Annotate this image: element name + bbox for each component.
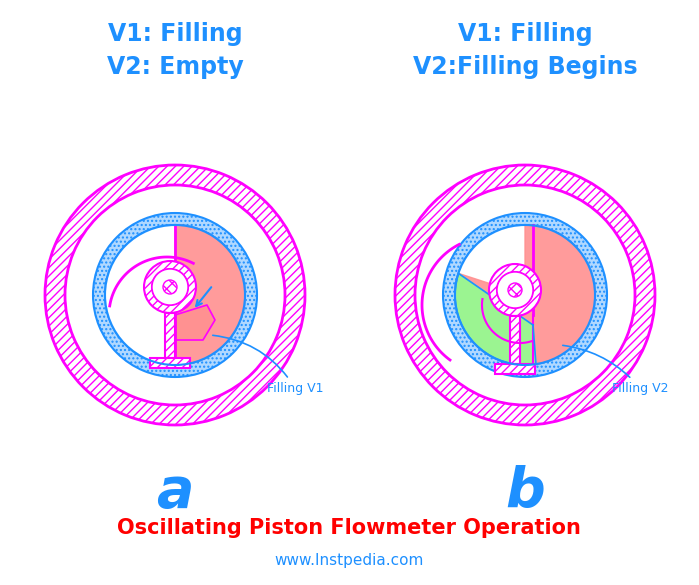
Circle shape	[508, 283, 522, 297]
Wedge shape	[443, 213, 607, 377]
Text: V1: Filling: V1: Filling	[458, 22, 592, 46]
Text: Filling V1: Filling V1	[212, 335, 324, 395]
Polygon shape	[175, 225, 245, 365]
Circle shape	[163, 280, 177, 294]
Text: b: b	[505, 465, 545, 519]
Circle shape	[105, 225, 245, 365]
Circle shape	[152, 269, 188, 305]
Polygon shape	[455, 225, 595, 365]
Wedge shape	[489, 264, 541, 316]
Circle shape	[497, 272, 533, 308]
Bar	[150, 358, 190, 368]
Polygon shape	[455, 273, 536, 365]
Text: V1: Filling: V1: Filling	[108, 22, 243, 46]
Wedge shape	[395, 165, 655, 425]
Text: a: a	[157, 465, 194, 519]
Wedge shape	[93, 213, 257, 377]
Text: V2: Empty: V2: Empty	[107, 55, 243, 79]
Text: Filling V2: Filling V2	[563, 345, 668, 395]
Bar	[165, 313, 175, 358]
Bar	[510, 316, 520, 364]
Text: Oscillating Piston Flowmeter Operation: Oscillating Piston Flowmeter Operation	[117, 518, 581, 538]
Text: www.Instpedia.com: www.Instpedia.com	[274, 553, 424, 568]
Wedge shape	[144, 261, 196, 313]
Wedge shape	[45, 165, 305, 425]
Text: V2:Filling Begins: V2:Filling Begins	[412, 55, 637, 79]
Bar	[495, 364, 535, 374]
Circle shape	[455, 225, 595, 365]
Polygon shape	[175, 305, 215, 340]
